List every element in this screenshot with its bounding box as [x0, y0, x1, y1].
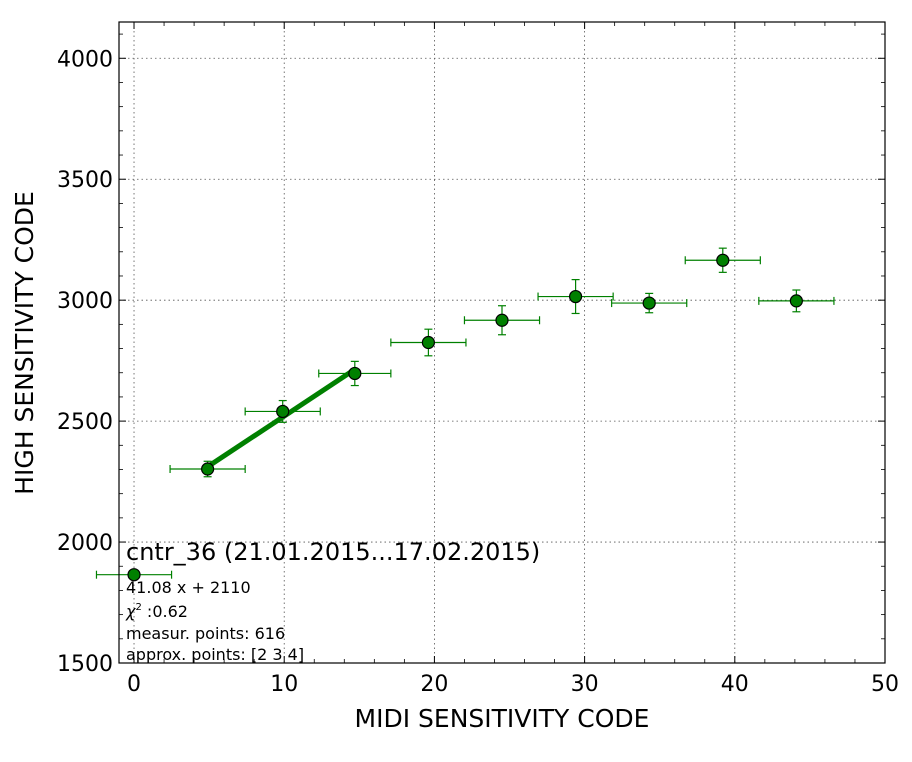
y-tick-label: 3000	[57, 289, 113, 314]
point-marker	[642, 296, 656, 310]
x-axis-label: MIDI SENSITIVITY CODE	[355, 704, 650, 733]
y-tick-label: 2000	[57, 531, 113, 556]
x-tick-label: 10	[270, 672, 298, 697]
point-marker	[348, 366, 362, 381]
measurement-points-label: measur. points: 616	[126, 624, 285, 643]
point-marker	[201, 462, 215, 476]
data-point	[318, 360, 392, 387]
y-axis-label: HIGH SENSITIVITY CODE	[10, 191, 39, 495]
data-point	[390, 328, 467, 357]
data-point	[244, 399, 321, 423]
x-tick-label: 30	[571, 672, 599, 697]
axis-ticks	[119, 22, 886, 664]
point-marker	[789, 294, 803, 308]
y-tick-label: 4000	[57, 47, 113, 72]
y-tick-label: 3500	[57, 168, 113, 193]
point-marker	[421, 335, 436, 350]
data-point	[611, 292, 688, 314]
x-tick-label: 0	[127, 672, 141, 697]
data-point	[169, 460, 246, 478]
chart-title: cntr_36 (21.01.2015...17.02.2015)	[126, 538, 540, 566]
fit-equation: 41.08 x + 2110	[126, 578, 251, 597]
data-point	[463, 305, 541, 336]
approx-points-label: approx. points: [2 3 4]	[126, 645, 304, 664]
plot-frame	[118, 21, 886, 664]
point-marker	[276, 404, 290, 419]
point-marker	[495, 313, 509, 327]
point-marker	[716, 253, 730, 267]
chi-square-value: :0.62	[142, 602, 188, 621]
x-tick-label: 50	[871, 672, 899, 697]
fit-line	[206, 367, 357, 469]
chi-square-label: χ2 :0.62	[125, 602, 188, 621]
x-tick-label: 40	[721, 672, 749, 697]
data-point	[684, 247, 761, 273]
x-tick-label: 20	[420, 672, 448, 697]
point-marker	[568, 289, 583, 304]
data-point	[537, 279, 614, 315]
chi-symbol: χ	[125, 602, 136, 621]
data-point	[95, 568, 173, 582]
y-tick-label: 1500	[57, 652, 113, 677]
grid-lines	[119, 22, 886, 663]
fit-line-layer	[206, 367, 357, 469]
point-marker	[127, 568, 141, 582]
data-point	[758, 289, 835, 313]
y-tick-label: 2500	[57, 410, 113, 435]
tick-labels: 0 10 20 30 40 50 1500 2000 2500 3000 3500 4000	[57, 47, 899, 697]
chi-superscript: 2	[135, 602, 141, 613]
data-points	[95, 247, 835, 582]
